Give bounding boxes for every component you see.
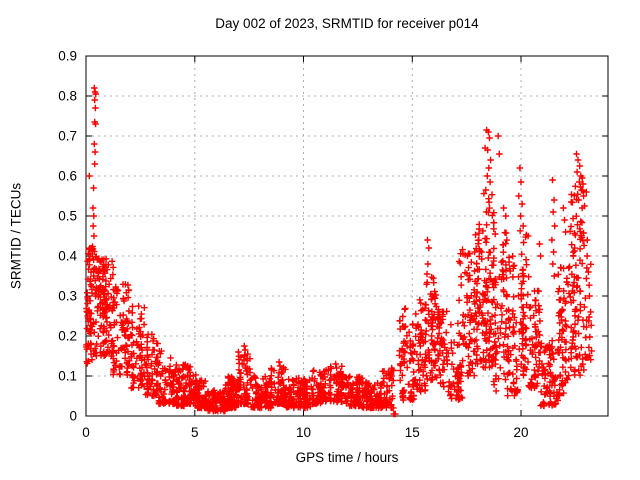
x-axis-label: GPS time / hours — [295, 450, 399, 465]
data-points — [83, 84, 595, 418]
x-tick-label: 10 — [296, 425, 311, 440]
x-tick-label: 0 — [82, 425, 90, 440]
y-tick-label: 0.5 — [58, 209, 77, 224]
y-tick-label: 0.7 — [58, 129, 77, 144]
y-tick-label: 0.8 — [58, 89, 77, 104]
y-tick-label: 0.9 — [58, 49, 77, 64]
y-tick-label: 0.3 — [58, 289, 77, 304]
y-tick-label: 0 — [69, 409, 77, 424]
y-tick-label: 0.6 — [58, 169, 77, 184]
x-tick-label: 5 — [191, 425, 199, 440]
plot-frame — [85, 55, 609, 417]
x-tick-label: 20 — [513, 425, 528, 440]
y-tick-label: 0.2 — [58, 329, 77, 344]
chart-title: Day 002 of 2023, SRMTID for receiver p01… — [215, 16, 479, 31]
y-tick-label: 0.1 — [58, 369, 77, 384]
y-tick-label: 0.4 — [58, 249, 77, 264]
x-tick-label: 15 — [405, 425, 420, 440]
